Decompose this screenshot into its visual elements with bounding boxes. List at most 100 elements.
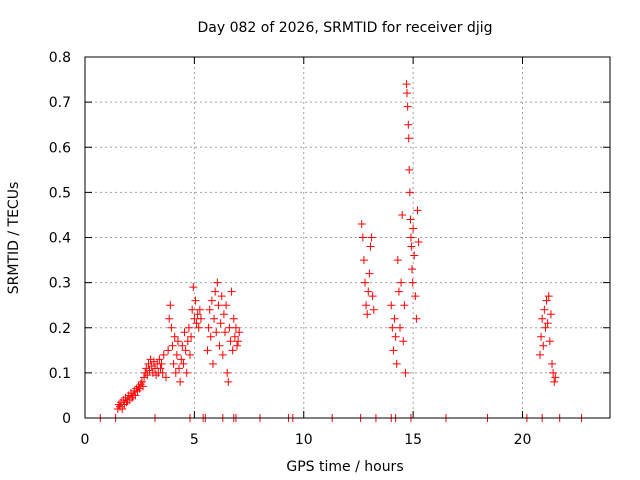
data-point (413, 206, 422, 215)
data-point (137, 377, 146, 386)
data-point (182, 368, 191, 377)
data-point (404, 120, 413, 129)
data-point (543, 319, 552, 328)
data-point (221, 328, 229, 337)
data-point (210, 314, 219, 323)
data-point (192, 319, 201, 328)
data-point (226, 337, 235, 346)
data-point (235, 328, 244, 337)
data-point (234, 337, 243, 346)
data-point (539, 341, 548, 350)
data-point (229, 314, 238, 323)
data-point (538, 314, 547, 323)
x-tick-label: 20 (514, 432, 532, 448)
data-point (391, 332, 400, 341)
data-point (387, 301, 396, 310)
data-point (211, 287, 220, 296)
y-tick-label: 0.1 (49, 366, 71, 382)
data-point (412, 314, 421, 323)
data-point (414, 238, 423, 247)
data-point (551, 373, 560, 382)
plot-frame (84, 56, 611, 419)
data-point (181, 346, 190, 355)
data-point (359, 256, 368, 265)
data-point (394, 287, 403, 296)
data-point (406, 233, 415, 242)
data-point (542, 296, 551, 305)
data-point (168, 341, 177, 350)
data-point (213, 278, 222, 287)
data-point (541, 323, 550, 332)
data-point (155, 355, 164, 364)
data-point (164, 346, 173, 355)
x-tick-label: 15 (404, 432, 422, 448)
data-point (180, 328, 189, 337)
data-point (188, 305, 197, 314)
data-point (187, 332, 196, 341)
data-point (169, 359, 178, 368)
data-point (368, 292, 377, 301)
data-point (404, 134, 413, 143)
data-point (189, 283, 198, 292)
data-point (196, 314, 205, 323)
data-point (357, 219, 366, 228)
data-point (170, 332, 179, 341)
data-point (194, 323, 203, 332)
data-point (363, 310, 372, 319)
data-point (536, 350, 544, 359)
data-point (364, 287, 373, 296)
data-point (411, 292, 420, 301)
data-point (175, 364, 184, 373)
data-point (212, 328, 221, 337)
axis-ticks: 0 0.1 0.2 0.3 0.4 0.5 0.6 0.7 0.8 0 5 10 15 20 (49, 50, 610, 448)
y-axis-label: SRMTID / TECUs (6, 182, 22, 295)
data-point (407, 242, 416, 251)
data-point (362, 301, 371, 310)
data-point (405, 165, 414, 174)
data-point (208, 359, 217, 368)
y-tick-label: 0.2 (49, 321, 71, 337)
data-point (176, 377, 185, 386)
data-point (228, 346, 237, 355)
x-tick-label: 10 (295, 432, 313, 448)
chart-title: Day 082 of 2026, SRMTID for receiver dji… (198, 20, 493, 36)
data-point (183, 337, 192, 346)
data-point (409, 224, 418, 233)
data-point (215, 341, 224, 350)
data-point (191, 296, 200, 305)
data-point (400, 301, 409, 310)
data-point (408, 278, 417, 287)
data-point (402, 80, 411, 89)
data-point (545, 337, 554, 346)
data-point (186, 350, 194, 359)
data-point (161, 373, 170, 382)
data-point (408, 265, 417, 274)
data-point (184, 323, 193, 332)
data-point (397, 278, 406, 287)
data-point (172, 350, 181, 359)
y-tick-label: 0.5 (49, 185, 71, 201)
y-tick-label: 0.4 (49, 231, 71, 247)
data-point (138, 382, 147, 391)
data-point (166, 301, 175, 310)
data-point (167, 323, 176, 332)
y-tick-label: 0.3 (49, 276, 71, 292)
data-point (118, 404, 127, 413)
data-point (159, 350, 168, 359)
data-point (179, 359, 188, 368)
data-point (401, 368, 410, 377)
data-point (406, 215, 415, 224)
data-point (214, 301, 223, 310)
data-point (388, 323, 397, 332)
data-point (217, 292, 226, 301)
data-point (390, 314, 399, 323)
data-point (224, 377, 233, 386)
data-point (546, 310, 555, 319)
data-point (403, 102, 412, 111)
data-point (396, 323, 404, 332)
data-point (131, 391, 140, 400)
data-point (219, 310, 228, 319)
data-point (223, 368, 232, 377)
data-point (231, 323, 240, 332)
